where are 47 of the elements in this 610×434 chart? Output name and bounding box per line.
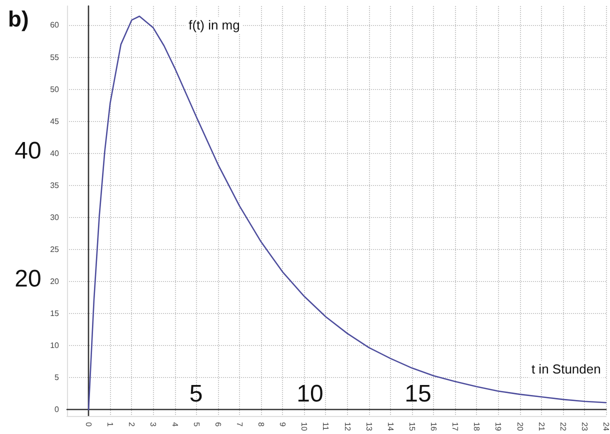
text: 40 [14, 138, 42, 164]
y-tick-label: 10 [50, 341, 60, 350]
x-tick-label: 14 [386, 422, 395, 432]
y-tick-label: 30 [50, 212, 60, 222]
x-tick-label: 7 [234, 422, 244, 428]
x-tick-label: 11 [321, 422, 330, 431]
x-tick-label: 21 [536, 422, 546, 432]
y-tick-label: 50 [50, 84, 60, 94]
y-tick-label: 35 [50, 180, 60, 190]
x-tick-label: 10 [300, 422, 309, 432]
y-tick-label: 60 [50, 20, 60, 30]
y-tick-label: 0 [54, 405, 60, 414]
y-tick-label: 15 [50, 309, 60, 318]
x-tick-label: 5 [192, 422, 201, 428]
y-tick-label: 20 [50, 277, 60, 286]
x-tick-label: 0 [84, 422, 94, 428]
annotation: 10 [296, 380, 324, 408]
x-tick-label: 22 [558, 422, 568, 432]
x-tick-label: 24 [602, 422, 610, 432]
x-tick-label: 8 [256, 422, 266, 428]
x-tick-label: 17 [450, 422, 460, 432]
y-tick-label: 55 [50, 52, 60, 62]
x-tick-label: 3 [148, 422, 158, 428]
x-tick-label: 13 [364, 422, 374, 432]
x-tick-label: 18 [472, 422, 482, 432]
x-tick-label: 23 [580, 422, 589, 432]
annotation: 15 [404, 380, 432, 408]
x-tick-label: 12 [342, 422, 352, 432]
line-series [88, 16, 607, 410]
x-tick-label: 16 [429, 422, 438, 432]
x-tick-label: 2 [127, 422, 136, 428]
text: 20 [14, 266, 42, 292]
x-tick-label: 1 [106, 422, 115, 428]
y-tick-label: 40 [50, 148, 60, 158]
y-tick-label: 5 [54, 373, 60, 382]
x-tick-label: 20 [515, 422, 524, 432]
chart-title: b) [8, 6, 29, 32]
annotation: 5 [189, 380, 203, 408]
y-tick-label: 45 [50, 116, 60, 126]
y-tick-label: 25 [50, 245, 60, 254]
x-tick-label: 9 [278, 422, 288, 428]
x-tick-label: 15 [407, 422, 416, 432]
y-axis-title: f(t) in mg [188, 18, 240, 33]
x-axis-title: t in Stunden [531, 362, 601, 377]
x-tick-label: 19 [494, 422, 503, 432]
x-tick-label: 4 [170, 422, 180, 428]
x-tick-label: 6 [213, 422, 222, 428]
